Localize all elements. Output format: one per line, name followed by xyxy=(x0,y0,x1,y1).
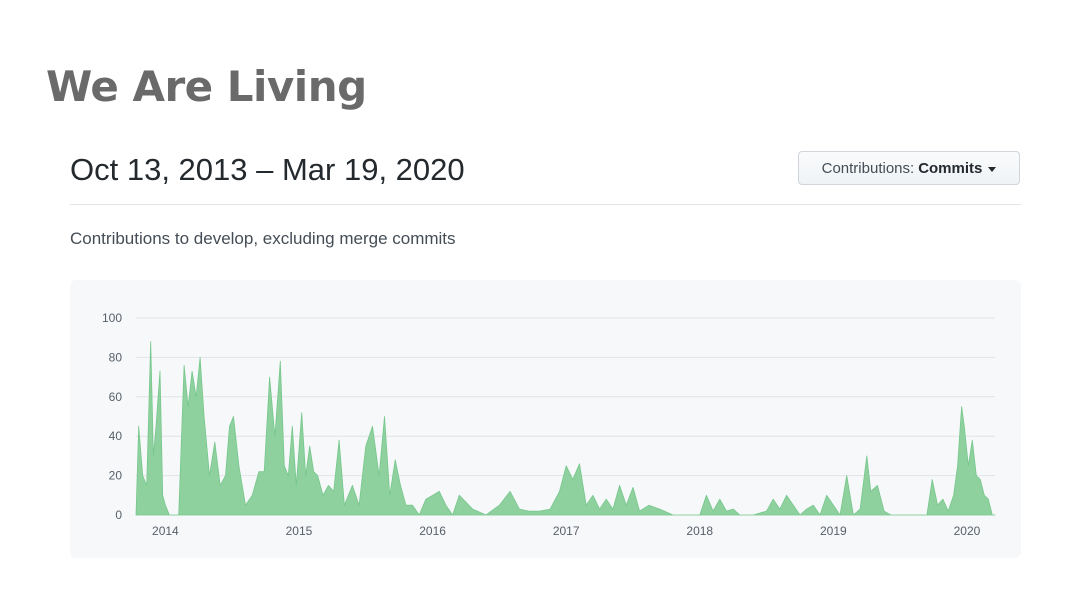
x-tick-label: 2019 xyxy=(820,524,847,538)
contributions-dropdown-button[interactable]: Contributions: Commits xyxy=(798,151,1020,185)
contributions-label: Contributions: xyxy=(821,159,915,177)
commits-chart-svg: 0 20 40 60 80 100 2014 2015 2016 2017 2018 2019 2020 xyxy=(102,311,996,538)
x-tick-label: 2020 xyxy=(954,524,981,538)
x-tick-label: 2014 xyxy=(152,524,179,538)
contributions-value: Commits xyxy=(918,159,983,177)
y-tick-label: 40 xyxy=(109,429,123,443)
y-tick-label: 0 xyxy=(115,508,122,522)
y-tick-label: 60 xyxy=(109,390,123,404)
commits-chart: 0 20 40 60 80 100 2014 2015 2016 2017 2018 2019 2020 xyxy=(70,280,1021,558)
header-divider xyxy=(70,204,1021,205)
y-tick-label: 80 xyxy=(109,350,123,364)
chart-subtitle: Contributions to develop, excluding merg… xyxy=(70,229,456,248)
commits-area xyxy=(135,341,996,516)
slide-title: We Are Living xyxy=(46,62,367,111)
x-tick-label: 2016 xyxy=(419,524,446,538)
caret-down-icon xyxy=(988,166,997,172)
date-range-title: Oct 13, 2013 – Mar 19, 2020 xyxy=(70,152,465,187)
x-tick-label: 2018 xyxy=(686,524,713,538)
y-tick-label: 20 xyxy=(109,469,123,483)
x-tick-label: 2015 xyxy=(286,524,313,538)
y-tick-label: 100 xyxy=(102,311,122,325)
x-tick-label: 2017 xyxy=(553,524,580,538)
